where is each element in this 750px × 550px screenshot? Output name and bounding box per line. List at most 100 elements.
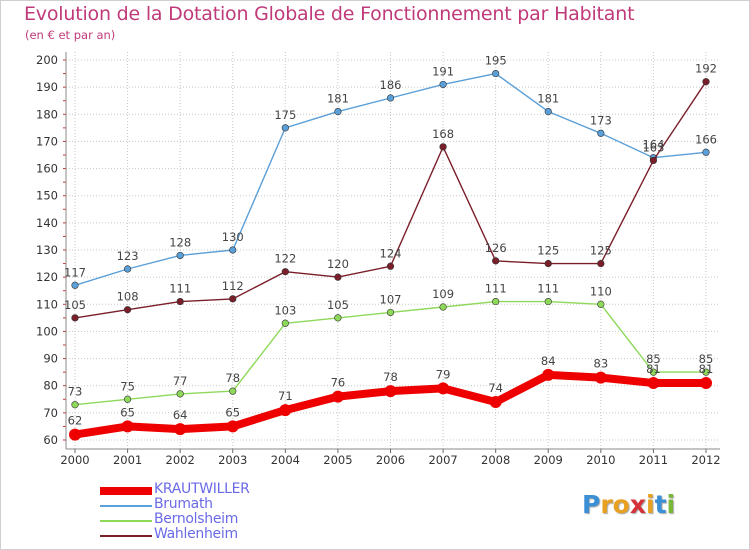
data-point xyxy=(281,319,289,327)
data-label: 111 xyxy=(169,282,191,296)
data-point xyxy=(226,420,239,433)
data-point xyxy=(544,259,552,268)
data-label: 79 xyxy=(436,367,451,381)
data-label: 186 xyxy=(380,78,402,92)
data-point xyxy=(649,156,658,165)
chart-subtitle: (en € et par an) xyxy=(25,28,116,42)
data-point xyxy=(279,404,292,417)
data-point xyxy=(123,306,132,314)
data-label: 77 xyxy=(173,374,188,388)
data-label: 110 xyxy=(590,284,612,298)
data-label: 62 xyxy=(68,414,83,428)
y-tick-label: 90 xyxy=(43,352,58,366)
y-tick-label: 160 xyxy=(36,162,58,176)
data-point xyxy=(386,262,395,270)
x-tick-label: 2005 xyxy=(323,453,352,467)
legend-label: Brumath xyxy=(154,496,213,512)
data-label: 175 xyxy=(274,108,296,122)
data-label: 76 xyxy=(331,376,346,390)
x-tick-label: 2003 xyxy=(218,453,247,467)
data-point xyxy=(229,295,237,303)
data-point xyxy=(439,80,447,89)
legend-label: Wahlenheim xyxy=(154,526,238,542)
y-tick-label: 80 xyxy=(43,379,58,393)
data-label: 109 xyxy=(432,287,454,301)
data-label: 128 xyxy=(169,235,191,249)
data-label: 73 xyxy=(68,385,83,399)
data-point xyxy=(229,246,237,254)
data-label: 78 xyxy=(383,370,398,384)
data-point xyxy=(386,308,395,317)
legend-label: KRAUTWILLER xyxy=(154,481,250,497)
data-label: 117 xyxy=(64,265,86,279)
data-point xyxy=(647,377,660,389)
data-point xyxy=(489,396,502,408)
data-point xyxy=(702,368,710,376)
data-label: 195 xyxy=(485,54,507,68)
data-point xyxy=(439,143,447,151)
data-point xyxy=(544,297,552,306)
legend-item: Wahlenheim xyxy=(100,526,360,543)
data-point xyxy=(123,265,132,273)
x-tick-label: 2007 xyxy=(428,453,457,467)
data-label: 84 xyxy=(541,354,556,368)
y-tick-label: 180 xyxy=(36,107,58,121)
data-point xyxy=(386,94,395,102)
data-label: 81 xyxy=(646,362,661,376)
data-label: 78 xyxy=(225,371,240,385)
data-label: 65 xyxy=(225,405,240,419)
y-tick-label: 200 xyxy=(36,53,58,67)
x-tick-label: 2009 xyxy=(534,453,563,467)
data-point xyxy=(544,107,552,116)
logo-letter: P xyxy=(582,490,601,519)
data-label: 122 xyxy=(274,252,296,266)
legend-swatch xyxy=(100,535,152,537)
data-point xyxy=(176,251,184,260)
legend-item: KRAUTWILLER xyxy=(100,481,360,498)
data-label: 120 xyxy=(327,257,349,271)
x-tick-label: 2012 xyxy=(691,453,720,467)
data-point xyxy=(597,300,605,308)
data-point xyxy=(492,69,500,78)
data-label: 107 xyxy=(380,292,402,306)
data-point xyxy=(492,297,500,306)
data-label: 112 xyxy=(222,279,244,293)
data-point xyxy=(492,257,500,265)
data-point xyxy=(123,395,132,403)
data-label: 164 xyxy=(642,138,664,152)
x-tick-label: 2010 xyxy=(586,453,615,467)
data-point xyxy=(702,78,710,86)
y-tick-label: 170 xyxy=(36,134,58,148)
data-label: 85 xyxy=(699,352,714,366)
logo-letter: t xyxy=(654,490,667,519)
data-point xyxy=(437,382,450,395)
data-point xyxy=(281,124,289,132)
data-label: 105 xyxy=(64,298,86,312)
logo-letter: i xyxy=(666,490,676,519)
data-point xyxy=(176,390,184,398)
legend-item: Brumath xyxy=(100,496,360,513)
data-point xyxy=(649,368,658,376)
y-tick-label: 110 xyxy=(36,297,58,311)
y-tick-label: 60 xyxy=(43,433,58,447)
data-label: 126 xyxy=(485,241,507,255)
data-point xyxy=(439,303,447,311)
logo-letter: i xyxy=(646,490,655,519)
data-label: 181 xyxy=(327,92,349,106)
data-label: 125 xyxy=(590,244,612,258)
y-tick-label: 140 xyxy=(36,216,58,230)
data-point xyxy=(597,129,605,137)
data-point xyxy=(121,420,134,433)
data-label: 173 xyxy=(590,113,612,127)
data-point xyxy=(334,107,342,116)
data-label: 163 xyxy=(642,140,664,154)
data-label: 166 xyxy=(695,132,717,146)
data-label: 125 xyxy=(537,244,559,258)
x-tick-label: 2001 xyxy=(113,453,142,467)
data-label: 168 xyxy=(432,127,454,141)
logo-letter: r xyxy=(600,490,613,519)
data-point xyxy=(702,148,710,156)
y-tick-label: 70 xyxy=(43,406,58,420)
data-label: 108 xyxy=(117,290,139,304)
data-label: 85 xyxy=(646,352,661,366)
